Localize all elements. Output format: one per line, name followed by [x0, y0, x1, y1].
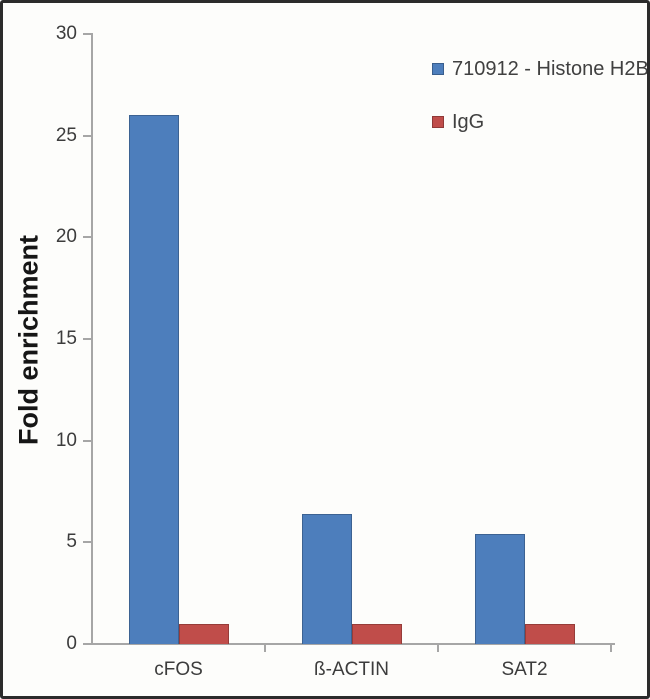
- legend-item-series-1: 710912 - Histone H2B: [432, 58, 649, 80]
- x-axis-tick: [610, 644, 612, 652]
- x-category-label: SAT2: [501, 659, 548, 680]
- x-axis-tick: [437, 644, 439, 652]
- x-axis-tick: [264, 644, 266, 652]
- y-axis-tick: [83, 33, 92, 35]
- x-category-label: cFOS: [154, 659, 203, 680]
- bar-cFOS-series-2: [178, 623, 229, 644]
- legend-swatch: [432, 63, 444, 75]
- legend-label: 710912 - Histone H2B: [452, 58, 649, 80]
- y-axis-tick: [83, 541, 92, 544]
- y-axis-tick: [83, 643, 92, 645]
- x-category-label: ß-ACTIN: [314, 659, 389, 680]
- y-axis-line: [91, 33, 93, 645]
- bar-ß-ACTIN-series-2: [351, 623, 402, 644]
- x-axis-line: [91, 643, 615, 645]
- y-axis-tick: [83, 439, 92, 442]
- plot-area: [92, 34, 611, 644]
- legend: 710912 - Histone H2B IgG: [432, 58, 649, 133]
- legend-swatch: [432, 116, 444, 128]
- legend-label: IgG: [452, 111, 485, 133]
- bar-SAT2-series-1: [474, 534, 525, 644]
- y-axis-tick-label: 10: [55, 429, 77, 451]
- y-axis-tick: [83, 236, 92, 239]
- y-axis-tick-label: 0: [66, 633, 77, 654]
- y-axis-tick-label: 5: [66, 531, 77, 553]
- y-axis-tick-label: 20: [55, 226, 77, 248]
- bar-ß-ACTIN-series-1: [301, 513, 352, 644]
- y-axis-tick: [83, 134, 92, 137]
- legend-item-series-2: IgG: [432, 111, 647, 133]
- y-axis-tick-label: 25: [55, 124, 77, 146]
- bar-SAT2-series-2: [524, 623, 575, 644]
- bar-cFOS-series-1: [128, 115, 179, 644]
- y-axis-tick-label: 30: [55, 23, 77, 44]
- y-axis-tick-label: 15: [55, 328, 77, 349]
- y-axis-tick: [83, 338, 92, 340]
